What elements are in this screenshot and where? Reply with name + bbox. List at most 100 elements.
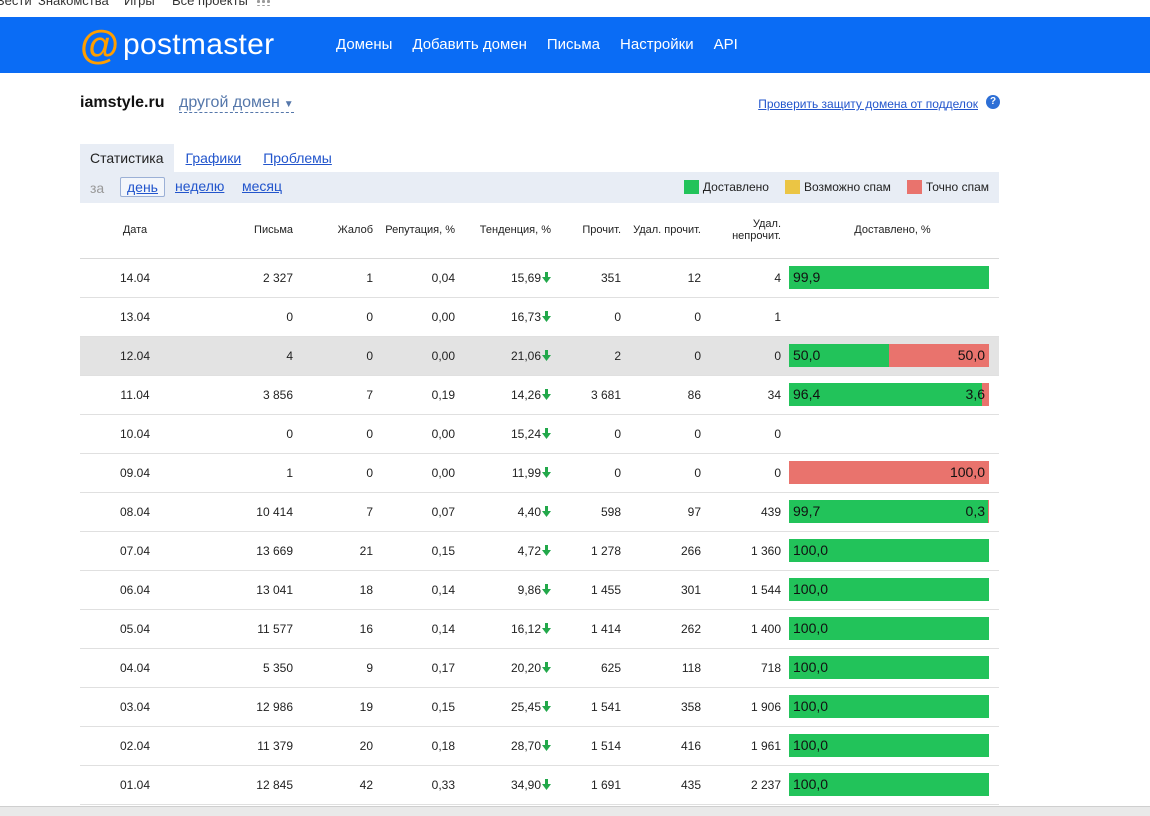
period-week[interactable]: неделю	[175, 178, 225, 194]
cell-reputation: 0,04	[378, 258, 460, 298]
cell-date: 10.04	[80, 414, 190, 454]
cell-delivered: 100,0	[786, 648, 999, 688]
cell-reputation: 0,00	[378, 414, 460, 454]
cell-trend-value: 15,69	[510, 270, 541, 285]
cell-deleted-unread: 4	[706, 258, 786, 298]
bookmark-news[interactable]: Вести	[0, 0, 32, 8]
cell-letters-value: 10 414	[256, 504, 293, 519]
tab-problems[interactable]: Проблемы	[263, 150, 332, 166]
cell-deleted-unread-value: 439	[760, 504, 781, 519]
nav-add-domain[interactable]: Добавить домен	[412, 36, 527, 53]
cell-deleted-read: 301	[626, 570, 706, 610]
nav-letters[interactable]: Письма	[546, 36, 601, 53]
legend-maybe-spam: Возможно спам	[784, 180, 891, 194]
nav-settings[interactable]: Настройки	[620, 36, 694, 53]
cell-date-value: 03.04	[119, 699, 151, 714]
cell-read: 1 278	[556, 531, 626, 571]
bookmark-all-projects[interactable]: Все проекты	[172, 0, 248, 8]
cell-complaints-value: 20	[359, 738, 373, 753]
cell-deleted-read: 0	[626, 297, 706, 337]
horizontal-scrollbar[interactable]	[0, 806, 1150, 816]
delivery-bar-delivered: 50,0	[789, 344, 889, 367]
help-icon[interactable]: ?	[986, 95, 1000, 109]
cell-read: 351	[556, 258, 626, 298]
nav-domains[interactable]: Домены	[336, 36, 393, 53]
tab-charts[interactable]: Графики	[185, 150, 242, 166]
col-trend: Тенденция, %	[460, 203, 556, 259]
period-month[interactable]: месяц	[242, 178, 283, 194]
table-row: 10.04 0 0 0,00 15,24 0 0 0	[80, 414, 999, 454]
cell-read: 0	[556, 297, 626, 337]
cell-delivered: 100,0	[786, 804, 999, 806]
apps-grid-icon[interactable]	[256, 0, 270, 6]
down-arrow-icon	[542, 544, 551, 556]
delivered-percent-label: 100,0	[793, 581, 829, 597]
cell-reputation: 0,07	[378, 492, 460, 532]
cell-reputation: 0,17	[378, 648, 460, 688]
cell-letters: 10 414	[190, 492, 298, 532]
period-day[interactable]: день	[120, 177, 165, 197]
legend-label-maybe-spam: Возможно спам	[803, 180, 891, 194]
cell-complaints: 42	[298, 765, 378, 805]
cell-deleted-unread-value: 718	[760, 660, 781, 675]
cell-read-value: 625	[600, 660, 621, 675]
cell-read-value: 351	[600, 270, 621, 285]
delivery-bar-spam: 50,0	[889, 344, 989, 367]
bookmark-dating[interactable]: Знакомства	[38, 0, 109, 8]
col-deleted-read: Удал. прочит.	[626, 203, 706, 259]
cell-date: 04.04	[80, 648, 190, 688]
cell-date: 03.04	[80, 687, 190, 727]
delivery-bar: 100,0	[789, 461, 989, 484]
legend-label-spam: Точно спам	[925, 180, 989, 194]
delivery-bar-delivered: 100,0	[789, 617, 989, 640]
cell-deleted-read-value: 416	[680, 738, 701, 753]
cell-trend-value: 28,70	[510, 738, 541, 753]
delivery-bar-delivered: 100,0	[789, 734, 989, 757]
cell-deleted-read-value: 266	[680, 543, 701, 558]
cell-read-value: 1 414	[590, 621, 621, 636]
cell-deleted-unread: 1 961	[706, 726, 786, 766]
logo-at-symbol: @	[80, 23, 120, 67]
delivery-bar: 100,0	[789, 617, 989, 640]
cell-date: 02.04	[80, 726, 190, 766]
delivery-bar-spam: 100,0	[789, 461, 989, 484]
cell-letters-value: 11 577	[257, 621, 293, 636]
cell-date: 01.04	[80, 765, 190, 805]
col-read: Прочит.	[556, 203, 626, 259]
cell-letters: 0	[190, 297, 298, 337]
legend-label-delivered: Доставлено	[702, 180, 769, 194]
table-row: 09.04 1 0 0,00 11,99 0 0 0 100,0	[80, 453, 999, 493]
other-domain-dropdown[interactable]: другой домен ▼	[179, 94, 294, 113]
cell-trend: 4,40	[460, 492, 556, 532]
table-row: 02.04 11 379 20 0,18 28,70 1 514 416 1 961 100,0	[80, 726, 999, 766]
tab-statistics[interactable]: Статистика	[80, 144, 174, 172]
cell-letters: 11 577	[190, 609, 298, 649]
cell-letters: 2 327	[190, 258, 298, 298]
cell-read-value: 2	[614, 348, 621, 363]
cell-date-value: 02.04	[119, 738, 151, 753]
postmaster-logo[interactable]: @ postmaster	[80, 25, 274, 65]
cell-deleted-read: 266	[626, 531, 706, 571]
cell-letters-value: 13 669	[256, 543, 293, 558]
cell-delivered	[786, 297, 999, 337]
check-domain-protection-link[interactable]: Проверить защиту домена от подделок	[758, 97, 978, 111]
cell-read-value: 1 514	[590, 738, 621, 753]
cell-deleted-unread-value: 0	[774, 348, 781, 363]
cell-deleted-unread: 34	[706, 375, 786, 415]
cell-complaints-value: 7	[366, 504, 373, 519]
cell-trend-value: 21,06	[510, 348, 541, 363]
bookmark-games[interactable]: Игры	[124, 0, 155, 8]
legend-spam: Точно спам	[906, 180, 989, 194]
cell-deleted-unread: 0	[706, 336, 786, 376]
delivered-percent-label: 100,0	[793, 776, 829, 792]
cell-deleted-unread: 1 906	[706, 687, 786, 727]
cell-trend-value: 34,90	[510, 777, 541, 792]
nav-api[interactable]: API	[713, 36, 738, 53]
cell-deleted-unread: 2 237	[706, 765, 786, 805]
delivered-percent-label: 50,0	[793, 347, 821, 363]
down-arrow-icon	[542, 661, 551, 673]
cell-letters-value: 3 856	[262, 387, 293, 402]
cell-date: 14.04	[80, 258, 190, 298]
table-row: 01.04 12 845 42 0,33 34,90 1 691 435 2 237 100,0	[80, 765, 999, 805]
stats-table-container[interactable]: Дата Письма Жалоб Репутация, % Тенденция…	[80, 203, 999, 806]
